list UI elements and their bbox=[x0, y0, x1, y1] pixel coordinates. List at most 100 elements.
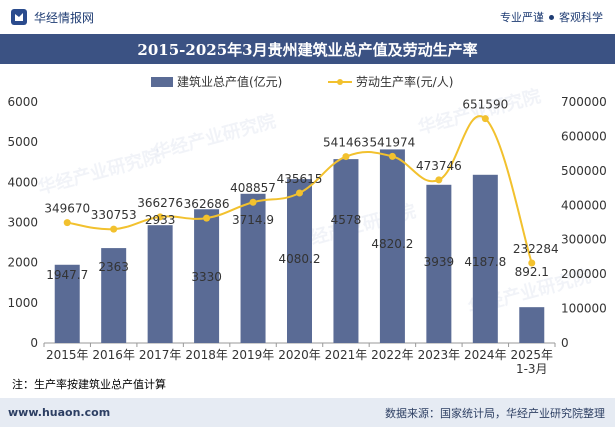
line-value-label: 541974 bbox=[370, 135, 416, 149]
axes: 0 1000 2000 3000 4000 5000 6000 0 100000 200000 30… bbox=[7, 95, 606, 376]
x-tick-label: 2016年 bbox=[92, 348, 135, 362]
bar-value-label: 4820.2 bbox=[371, 237, 413, 251]
y-left-tick-label: 1000 bbox=[7, 296, 38, 310]
chart-title: 2015-2025年3月贵州建筑业总产值及劳动生产率 bbox=[137, 40, 478, 59]
bar bbox=[379, 149, 405, 343]
line-point bbox=[203, 214, 211, 222]
line-point bbox=[249, 198, 257, 206]
x-tick-label: 2023年 bbox=[418, 348, 461, 362]
x-tick-label: 2022年 bbox=[371, 348, 414, 362]
y-right-tick-label: 500000 bbox=[561, 164, 607, 178]
line-point bbox=[156, 213, 164, 221]
bar-value-label: 2933 bbox=[145, 213, 176, 227]
y-left-tick-label: 5000 bbox=[7, 135, 38, 149]
header-tags: 专业严谨 客观科学 bbox=[500, 9, 603, 25]
line-point bbox=[481, 115, 489, 123]
x-tick-label: 1-3月 bbox=[516, 362, 548, 376]
watermark-text: 华经产业研究院 bbox=[151, 110, 278, 164]
y-left-tick-label: 0 bbox=[30, 336, 38, 350]
x-tick-label: 2021年 bbox=[325, 348, 368, 362]
bar bbox=[333, 159, 359, 343]
tag-professional: 专业严谨 bbox=[500, 11, 544, 24]
line-value-label: 541463 bbox=[323, 136, 369, 150]
line-value-label: 232284 bbox=[513, 242, 559, 256]
line-point bbox=[63, 219, 71, 227]
line-value-label: 473746 bbox=[416, 159, 462, 173]
bar bbox=[240, 193, 266, 343]
bar-value-label: 892.1 bbox=[515, 265, 549, 279]
brand-logo-icon bbox=[11, 9, 27, 25]
x-tick-label: 2025年 bbox=[510, 348, 553, 362]
y-right-tick-label: 200000 bbox=[561, 267, 607, 281]
bar bbox=[194, 209, 220, 343]
y-right-tick-label: 100000 bbox=[561, 302, 607, 316]
dot-separator-icon bbox=[549, 14, 554, 20]
watermark-text: 华经产业研究院 bbox=[416, 85, 543, 139]
x-tick-label: 2024年 bbox=[464, 348, 507, 362]
line-series-path bbox=[67, 115, 533, 264]
bar-value-label: 2363 bbox=[98, 260, 129, 274]
legend-bar-label: 建筑业总产值(亿元) bbox=[177, 74, 282, 89]
line-value-label: 651590 bbox=[462, 98, 508, 112]
y-right-tick-label: 300000 bbox=[561, 233, 607, 247]
y-right-tick-label: 0 bbox=[561, 336, 569, 350]
footnote: 注：生产率按建筑业总产值计算 bbox=[12, 378, 166, 391]
bar-value-label: 1947.7 bbox=[46, 268, 88, 282]
bar bbox=[147, 225, 173, 343]
x-tick-label: 2017年 bbox=[139, 348, 182, 362]
bars bbox=[54, 149, 545, 343]
bar bbox=[472, 174, 498, 343]
bar bbox=[519, 307, 545, 343]
y-right-tick-label: 600000 bbox=[561, 129, 607, 143]
line-value-label: 408857 bbox=[230, 181, 276, 195]
top-bar: 华经情报网 专业严谨 客观科学 bbox=[0, 0, 615, 34]
line-point bbox=[435, 176, 443, 184]
bar-value-label: 4080.2 bbox=[279, 252, 321, 266]
line-value-label: 435615 bbox=[277, 172, 323, 186]
legend-bar-swatch bbox=[151, 77, 173, 87]
line-value-label: 330753 bbox=[91, 208, 137, 222]
y-left-tick-label: 4000 bbox=[7, 175, 38, 189]
bar bbox=[287, 179, 312, 343]
brand-name: 华经情报网 bbox=[34, 10, 95, 25]
legend-line-label: 劳动生产率(元/人) bbox=[356, 74, 453, 89]
data-labels: 1947.7 2363 2933 3330 3714.9 4080.2 4578 4820.2… bbox=[44, 98, 558, 284]
y-right-tick-label: 400000 bbox=[561, 198, 607, 212]
line-point bbox=[528, 259, 536, 267]
bar-value-label: 3330 bbox=[191, 270, 222, 284]
bar-value-label: 4578 bbox=[331, 213, 362, 227]
line-point bbox=[388, 152, 396, 160]
line-value-label: 349670 bbox=[44, 202, 90, 216]
x-tick-label: 2019年 bbox=[232, 348, 275, 362]
y-right-tick-label: 700000 bbox=[561, 95, 607, 109]
line-point bbox=[110, 225, 118, 233]
y-left-tick-label: 2000 bbox=[7, 256, 38, 270]
x-tick-label: 2015年 bbox=[46, 348, 89, 362]
bar-value-label: 3939 bbox=[424, 255, 455, 269]
legend-line-marker bbox=[337, 79, 343, 85]
chart: 建筑业总产值(亿元) 劳动生产率(元/人) 华经产业研究院 华经产业研究院华经产业… bbox=[7, 74, 606, 376]
data-source: 数据来源：国家统计局，华经产业研究院整理 bbox=[385, 406, 605, 420]
legend: 建筑业总产值(亿元) 劳动生产率(元/人) bbox=[151, 74, 453, 89]
watermark-text: 华经产业研究院 bbox=[36, 145, 163, 199]
line-value-label: 362686 bbox=[184, 197, 230, 211]
bar bbox=[426, 184, 452, 343]
brand[interactable]: 华经情报网 bbox=[10, 8, 94, 26]
bar-value-label: 4187.8 bbox=[464, 255, 506, 269]
line-point bbox=[342, 153, 350, 161]
website-link[interactable]: www.huaon.com bbox=[8, 406, 111, 419]
line-series bbox=[63, 115, 536, 267]
tag-objective: 客观科学 bbox=[559, 11, 603, 24]
x-tick-label: 2018年 bbox=[185, 348, 228, 362]
footer: www.huaon.com 数据来源：国家统计局，华经产业研究院整理 bbox=[0, 398, 615, 427]
line-point bbox=[296, 189, 303, 197]
bar bbox=[101, 248, 127, 343]
bar bbox=[54, 264, 80, 343]
y-left-tick-label: 6000 bbox=[7, 95, 38, 109]
y-left-tick-label: 3000 bbox=[7, 216, 38, 230]
chart-title-bar: 2015-2025年3月贵州建筑业总产值及劳动生产率 bbox=[0, 34, 615, 64]
line-value-label: 366276 bbox=[137, 196, 183, 210]
x-tick-label: 2020年 bbox=[278, 348, 321, 362]
bar-value-label: 3714.9 bbox=[232, 213, 274, 227]
